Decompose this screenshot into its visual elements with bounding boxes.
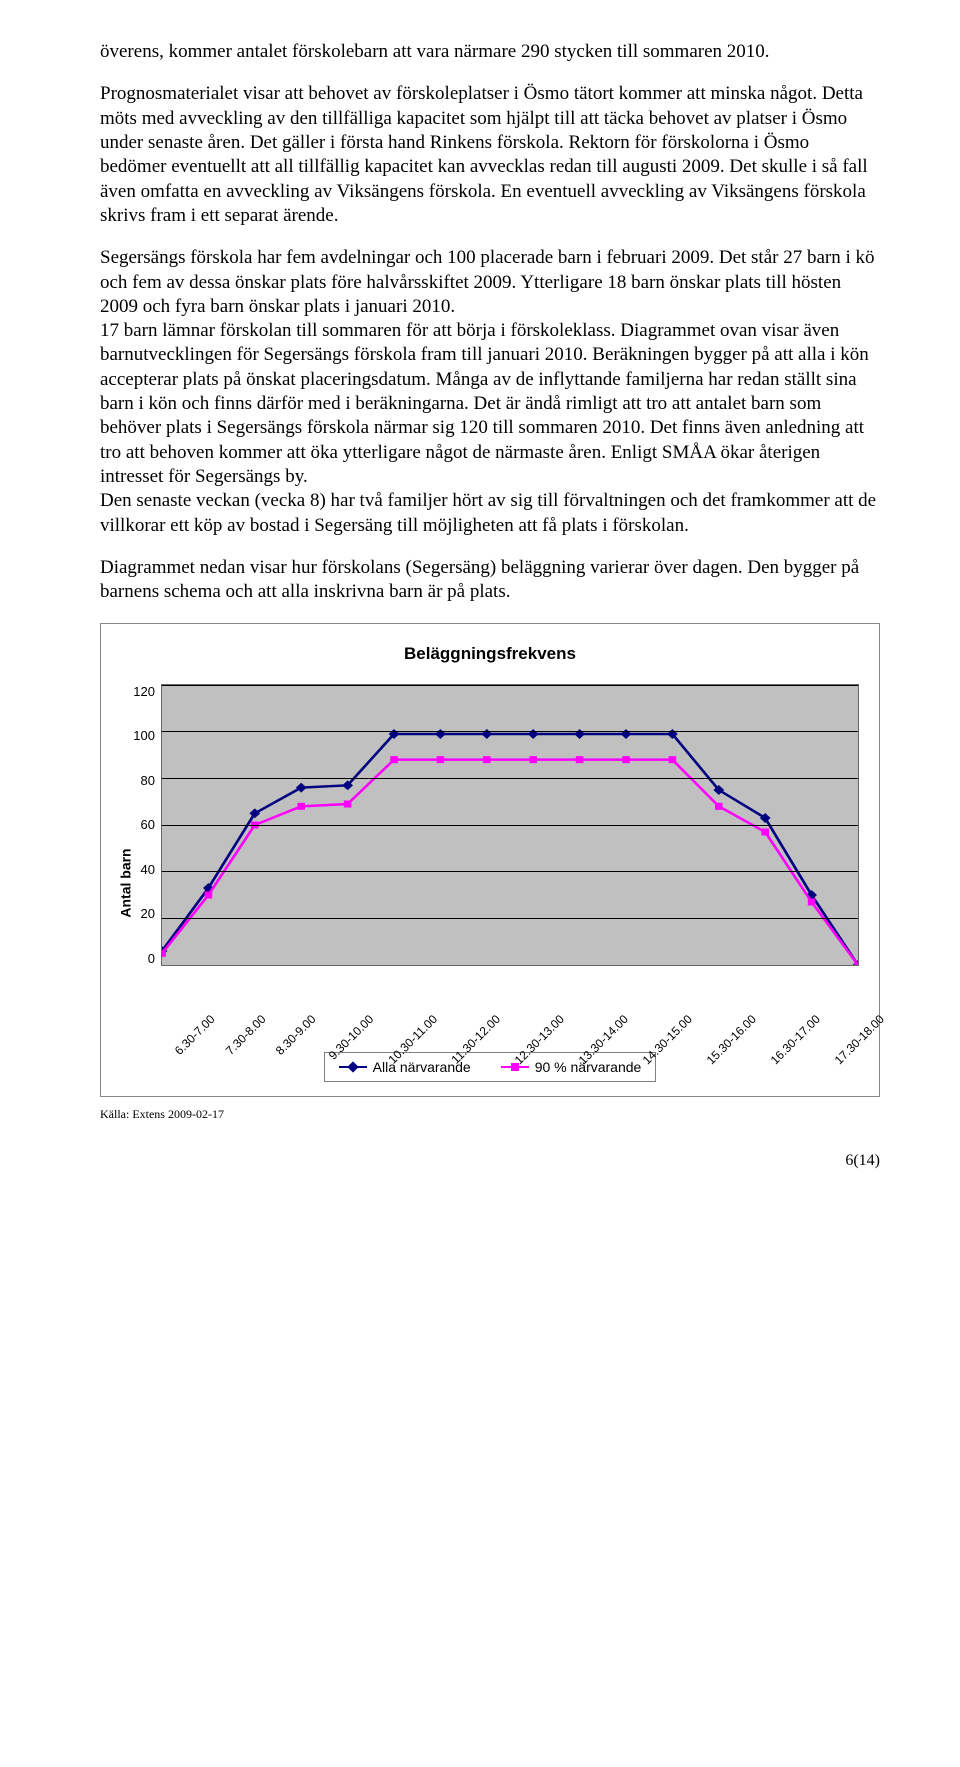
series-marker <box>528 729 539 739</box>
series-marker <box>344 800 352 807</box>
x-tick: 7.30-8.00 <box>223 1012 269 1058</box>
series-marker <box>621 729 632 739</box>
series-marker <box>854 961 858 965</box>
y-tick: 80 <box>121 773 155 788</box>
gridline <box>162 731 858 732</box>
x-axis-ticks: 6.30-7.007.30-8.008.30-9.009.30-10.0010.… <box>161 976 859 990</box>
series-marker <box>529 756 537 763</box>
gridline <box>162 778 858 779</box>
x-tick: 8.30-9.00 <box>273 1012 319 1058</box>
series-marker <box>622 756 630 763</box>
paragraph: Diagrammet nedan visar hur förskolans (S… <box>100 556 880 605</box>
gridline <box>162 685 858 686</box>
x-tick: 14.30-15.00 <box>640 1012 695 1067</box>
series-marker <box>390 756 398 763</box>
series-marker <box>669 756 677 763</box>
paragraph: Segersängs förskola har fem avdelningar … <box>100 246 880 538</box>
paragraph: Prognosmaterialet visar att behovet av f… <box>100 82 880 228</box>
x-tick: 17.30-18.00 <box>832 1012 887 1067</box>
y-tick: 100 <box>121 728 155 743</box>
series-marker <box>808 898 816 905</box>
plot-area <box>161 684 859 966</box>
y-tick: 0 <box>121 951 155 966</box>
series-marker <box>435 729 446 739</box>
series-marker <box>297 802 305 809</box>
gridline <box>162 825 858 826</box>
paragraph: överens, kommer antalet förskolebarn att… <box>100 40 880 64</box>
page-number: 6(14) <box>100 1152 880 1170</box>
chart-body: Antal barn 120100806040200 6.30-7.007.30… <box>121 684 859 1082</box>
chart-title: Beläggningsfrekvens <box>121 644 859 664</box>
chart-container: Beläggningsfrekvens Antal barn 120 100 80 6… <box>100 623 880 1097</box>
series-line <box>162 759 858 964</box>
series-marker <box>715 802 723 809</box>
x-tick: 16.30-17.00 <box>768 1012 823 1067</box>
y-axis-label: Antal barn <box>118 848 134 917</box>
series-marker <box>761 828 769 835</box>
series-marker <box>574 729 585 739</box>
x-tick: 6.30-7.00 <box>172 1012 218 1058</box>
y-axis-ticks: 120100806040200 <box>121 684 161 966</box>
series-marker <box>437 756 445 763</box>
series-marker <box>576 756 584 763</box>
gridline <box>162 871 858 872</box>
y-tick: 120 <box>121 684 155 699</box>
series-marker <box>483 756 491 763</box>
document-page: överens, kommer antalet förskolebarn att… <box>0 0 960 1210</box>
series-marker <box>205 891 213 898</box>
x-tick: 15.30-16.00 <box>704 1012 759 1067</box>
legend-item: Alla närvarande <box>339 1059 471 1075</box>
chart-legend: Alla närvarande90 % närvarande <box>324 1052 657 1082</box>
y-tick: 60 <box>121 817 155 832</box>
gridline <box>162 918 858 919</box>
series-marker <box>481 729 492 739</box>
series-marker <box>162 949 166 956</box>
series-line <box>162 734 858 965</box>
source-text: Källa: Extens 2009-02-17 <box>100 1107 880 1122</box>
